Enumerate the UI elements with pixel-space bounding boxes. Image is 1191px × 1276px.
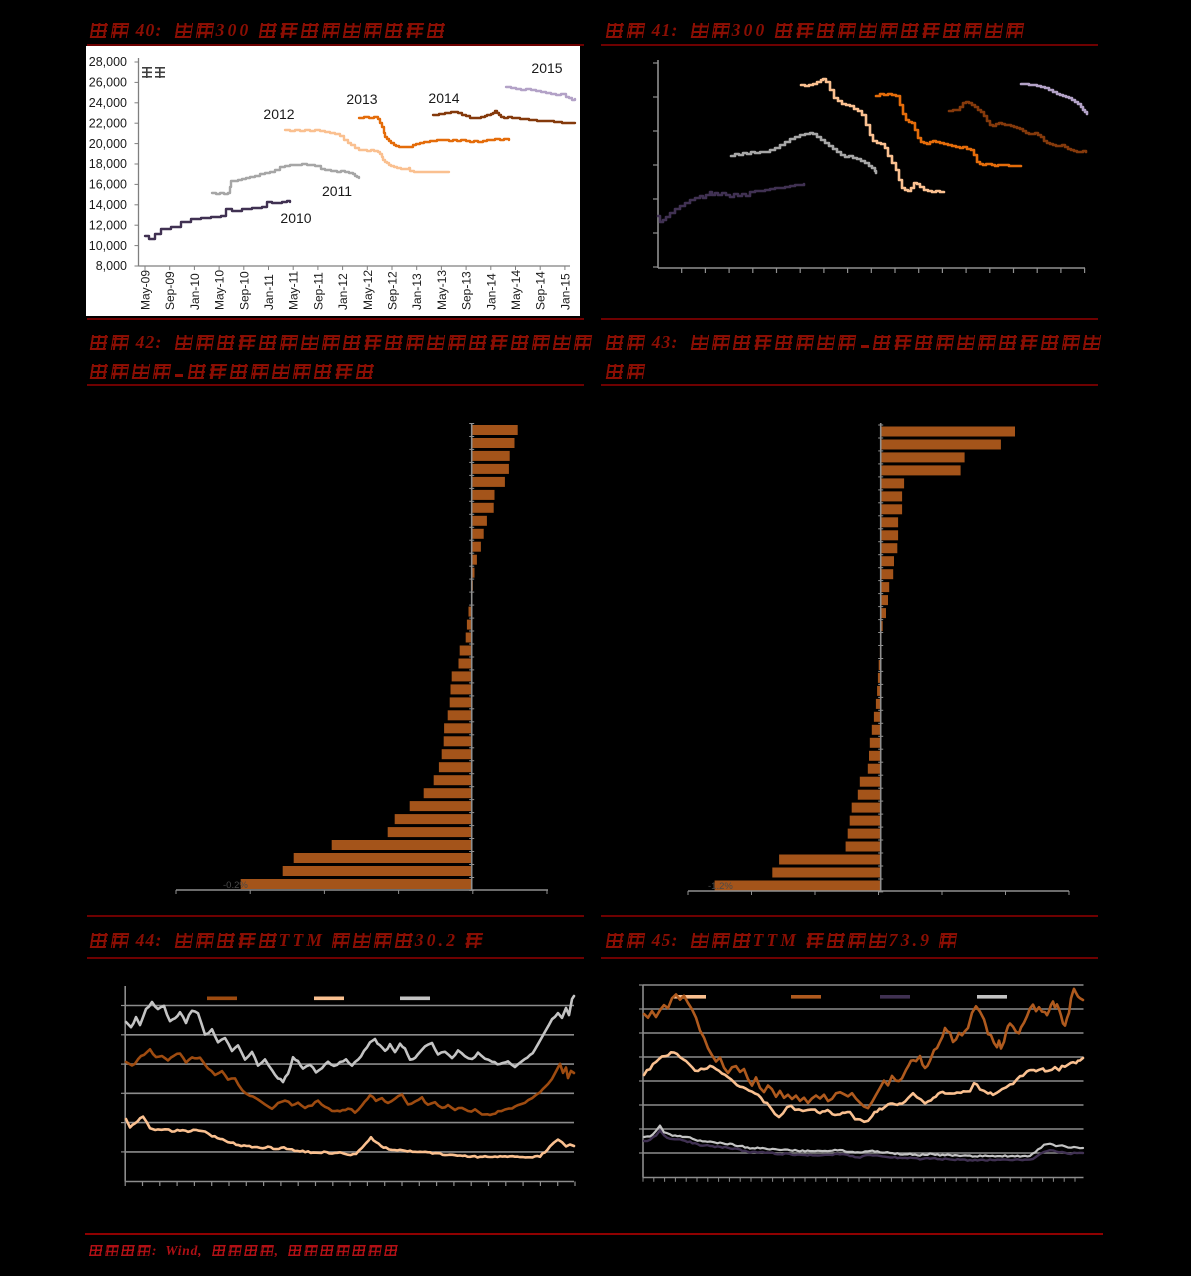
svg-text:10,000: 10,000 xyxy=(89,239,127,253)
svg-text:Sep-14: Sep-14 xyxy=(534,271,548,310)
svg-text:May-09: May-09 xyxy=(139,270,153,310)
svg-text:-1.2%: -1.2% xyxy=(708,881,733,892)
svg-text:2014: 2014 xyxy=(428,90,459,106)
svg-text:2010: 2010 xyxy=(280,210,311,226)
svg-text:May-10: May-10 xyxy=(213,270,227,310)
svg-text:Jan-11: Jan-11 xyxy=(262,274,276,310)
svg-text:Sep-10: Sep-10 xyxy=(237,271,251,310)
svg-text:24,000: 24,000 xyxy=(89,96,127,110)
svg-text:16,000: 16,000 xyxy=(89,178,127,192)
svg-text:Sep-12: Sep-12 xyxy=(386,271,400,310)
svg-text:Jan-10: Jan-10 xyxy=(188,273,202,310)
svg-text:26,000: 26,000 xyxy=(89,76,127,90)
svg-text:2012: 2012 xyxy=(263,106,294,122)
svg-text:May-11: May-11 xyxy=(287,271,301,310)
svg-text:18,000: 18,000 xyxy=(89,157,127,171)
svg-text:Sep-13: Sep-13 xyxy=(460,271,474,310)
svg-text:14,000: 14,000 xyxy=(89,198,127,212)
svg-text:2011: 2011 xyxy=(322,183,352,199)
svg-text:28,000: 28,000 xyxy=(89,55,127,69)
svg-text:Sep-11: Sep-11 xyxy=(311,272,325,310)
svg-text:Jan-13: Jan-13 xyxy=(410,273,424,310)
svg-text:2015: 2015 xyxy=(531,60,562,76)
svg-text:20,000: 20,000 xyxy=(89,137,127,151)
svg-text:Jan-15: Jan-15 xyxy=(558,273,572,310)
svg-text:2013: 2013 xyxy=(346,91,377,107)
svg-text:22,000: 22,000 xyxy=(89,116,127,130)
svg-text:Jan-12: Jan-12 xyxy=(336,273,350,310)
svg-text:8,000: 8,000 xyxy=(96,259,127,273)
svg-text:-0.2%: -0.2% xyxy=(223,880,248,891)
svg-text:12,000: 12,000 xyxy=(89,218,127,232)
svg-text:Sep-09: Sep-09 xyxy=(163,271,177,310)
svg-text:May-13: May-13 xyxy=(435,270,449,310)
svg-text:May-12: May-12 xyxy=(361,270,375,310)
svg-text:Jan-14: Jan-14 xyxy=(484,273,498,310)
svg-text:May-14: May-14 xyxy=(509,270,523,310)
